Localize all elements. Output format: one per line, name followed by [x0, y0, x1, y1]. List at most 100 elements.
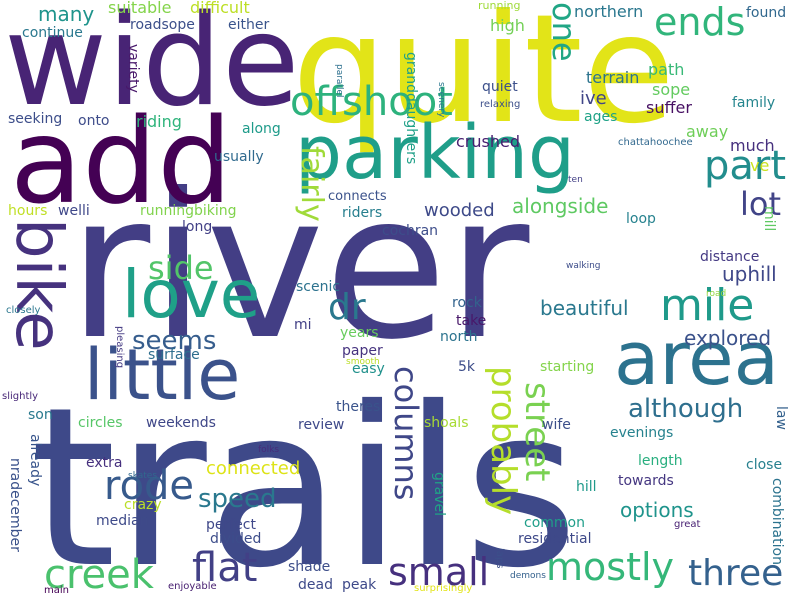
word-great: great [674, 519, 701, 530]
word-surprisingly: surprisingly [414, 583, 473, 594]
word-connects: connects [328, 189, 387, 204]
word-area: area [614, 316, 780, 402]
word-runningbiking: runningbiking [140, 203, 237, 219]
word-mill: mill [761, 206, 777, 232]
word-mostly: mostly [546, 545, 675, 589]
word-variety: variety [125, 44, 141, 93]
word-shoals: shoals [424, 415, 469, 431]
word-parking: parking [295, 110, 576, 196]
word-lot: lot [740, 185, 782, 223]
word-family: family [732, 95, 776, 111]
word-starting: starting [540, 359, 595, 375]
word-riders: riders [342, 205, 383, 221]
word-welli: welli [58, 203, 90, 219]
word-path: path [648, 60, 685, 79]
word-gravel: gravel [431, 472, 447, 517]
word-5k: 5k [458, 359, 476, 375]
word-alongside: alongside [512, 194, 609, 218]
word-scenic: scenic [296, 279, 341, 295]
word-running: running [478, 0, 521, 12]
word-riding: riding [136, 112, 182, 131]
word-chattahoochee: chattahoochee [618, 137, 693, 148]
word-mi: mi [294, 317, 312, 333]
word-road: road [706, 289, 727, 299]
word-northern: northern [574, 2, 644, 21]
word-relaxing: relaxing [480, 99, 521, 110]
word-little: little [84, 334, 241, 416]
word-distance: distance [700, 249, 760, 265]
word-shade: shade [288, 559, 331, 575]
word-difficult: difficult [190, 0, 250, 17]
word-love: love [122, 256, 261, 333]
word-enjoyable: enjoyable [168, 581, 217, 592]
word-ve: ve [750, 156, 770, 175]
word-parallel: parallel [334, 64, 344, 98]
word-terrain: terrain [586, 68, 640, 87]
word-crushed: crushed [456, 132, 520, 151]
word-along: along [242, 121, 281, 137]
word-granddaughters: granddaughters [403, 52, 419, 165]
word-ages: ages [584, 109, 618, 125]
word-cochran: cochran [382, 223, 439, 239]
word-dead: dead [298, 577, 333, 593]
word-wooded: wooded [424, 200, 495, 221]
word-pleasing: pleasing [114, 326, 125, 369]
word-rock: rock [452, 295, 482, 311]
word-close: close [746, 457, 783, 473]
word-hours: hours [8, 203, 48, 219]
word-usually: usually [214, 149, 264, 165]
word-evenings: evenings [610, 425, 674, 441]
word-away: away [686, 122, 729, 141]
word-onto: onto [78, 113, 110, 129]
word-rode: rode [104, 463, 195, 509]
word-nradecember: nradecember [7, 458, 23, 552]
word-common: common [524, 515, 585, 531]
word-review: review [298, 417, 345, 433]
word-flat: flat [192, 545, 258, 591]
word-probably: probably [483, 366, 523, 516]
word-towards: towards [618, 473, 674, 489]
word-continue: continue [22, 25, 83, 41]
word-wife: wife [542, 417, 571, 433]
word-law: law [773, 406, 789, 430]
word-part: part [704, 143, 787, 189]
word-street: street [517, 382, 557, 482]
word-seems: seems [132, 326, 217, 356]
word-hill: hill [576, 479, 597, 495]
word-river: river [68, 151, 530, 384]
word-ive: ive [580, 88, 607, 109]
word-peak: peak [342, 577, 377, 593]
word-dr: dr [328, 287, 366, 328]
word-residential: residential [518, 531, 592, 547]
word-divided: divided [210, 531, 262, 547]
word-long: long [182, 219, 213, 235]
word-demons: demons [510, 571, 546, 581]
word-quite: quite [292, 0, 676, 157]
word-offshoot: offshoot [290, 79, 453, 125]
word-take: take [456, 313, 487, 329]
word-high: high [490, 16, 525, 35]
word-smooth: smooth [346, 357, 380, 367]
word-connected: connected [206, 458, 301, 479]
word-quiet: quiet [482, 79, 518, 95]
word-speed: speed [198, 484, 277, 514]
word-suitable: suitable [108, 0, 172, 17]
word-walking: walking [566, 261, 601, 271]
word-folks: folks [258, 445, 280, 455]
word-main: main [44, 585, 69, 596]
word-much: much [730, 136, 775, 155]
word-length: length [638, 453, 683, 469]
word-either: either [228, 17, 270, 33]
word-seeking: seeking [8, 111, 63, 127]
word-combination: combination [769, 478, 785, 565]
word-add: add [10, 92, 233, 230]
word-bike: bike [1, 218, 75, 351]
word-columns: columns [387, 366, 425, 501]
word-loop: loop [626, 211, 656, 227]
word-found: found [746, 5, 787, 21]
word-easy: easy [352, 361, 385, 377]
word-laps: laps [494, 548, 505, 569]
word-skates: skates [128, 471, 158, 481]
word-wide: wide [4, 0, 300, 134]
